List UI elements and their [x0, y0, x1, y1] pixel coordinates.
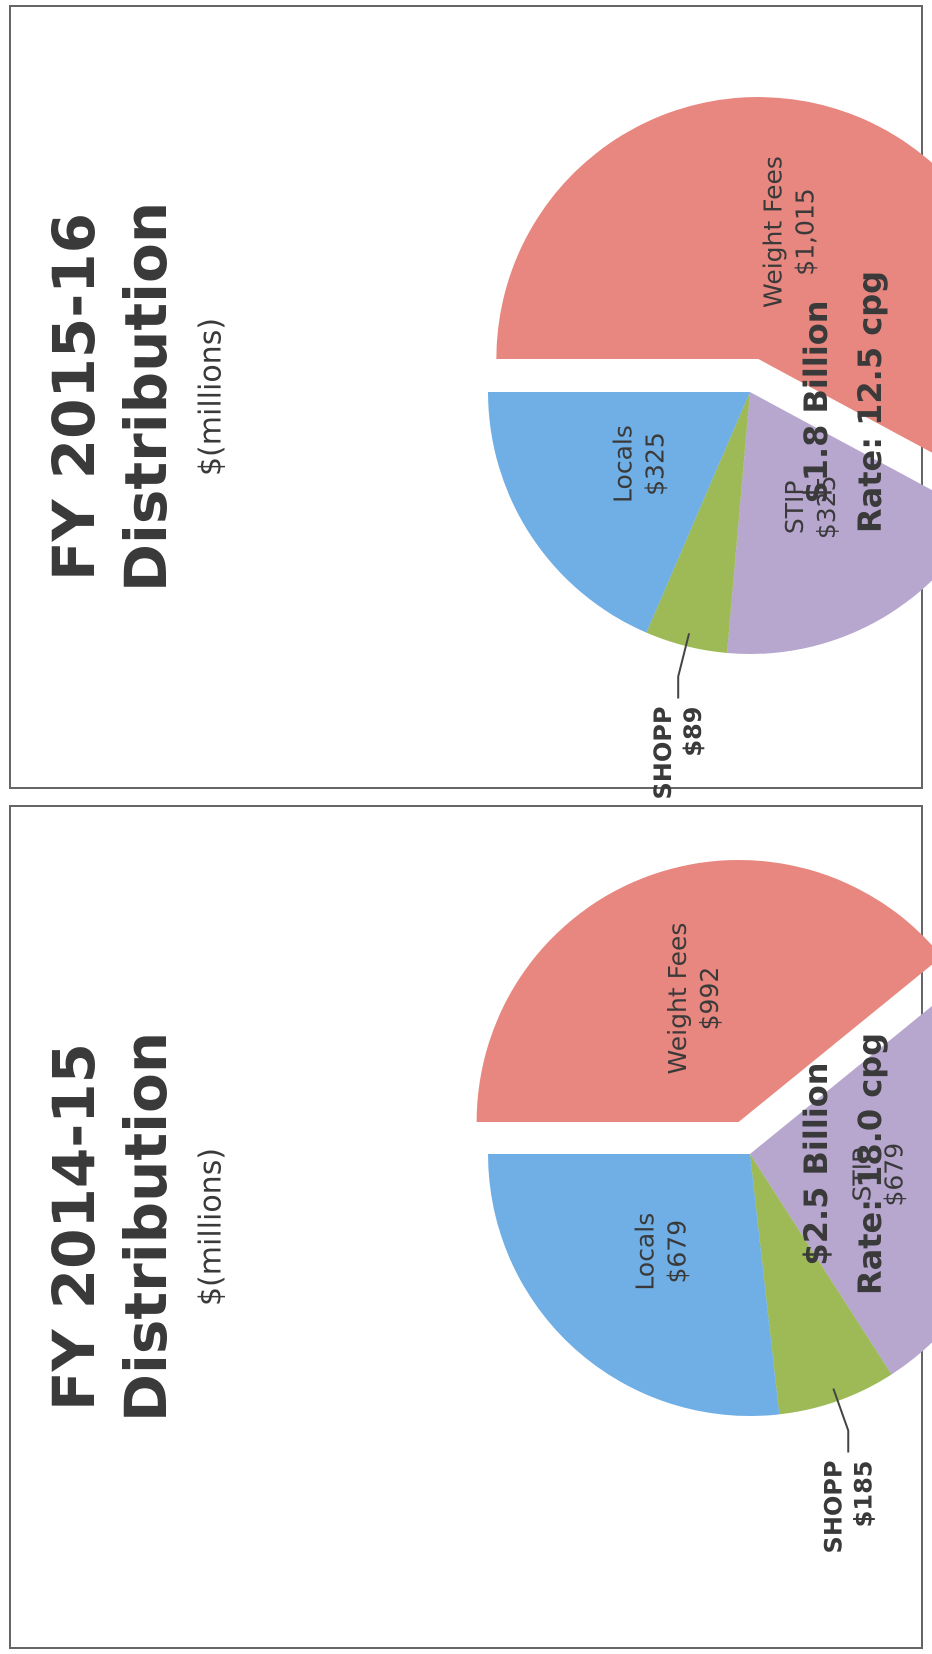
slice-label: STIP: [780, 481, 809, 535]
chart-title: FY 2015-16: [40, 213, 108, 581]
data-label: $679: [663, 1220, 692, 1284]
annotation: Rate: 12.5 cpg: [851, 271, 889, 533]
pie-slice: [476, 860, 932, 1122]
pie-slice: [488, 392, 750, 633]
chart-subtitle: $(millions): [194, 318, 229, 476]
data-label: $679: [879, 1143, 908, 1207]
chart-title: Distribution: [112, 1032, 180, 1422]
annotation: $2.5 Billion: [797, 1062, 835, 1265]
slice-label: STIP: [847, 1148, 876, 1202]
data-label: $325: [812, 476, 841, 540]
leader-line: [677, 633, 691, 699]
data-label: $185: [849, 1461, 877, 1528]
rotated-page: FY 2014-15 Distribution $(millions)Weight …: [9, 5, 932, 1649]
pie-slice: [646, 392, 750, 653]
slice-label: SHOPP: [649, 707, 677, 800]
annotation: Rate: 18.0 cpg: [851, 1033, 889, 1295]
pie-slice: [727, 392, 932, 654]
data-label: $325: [641, 432, 670, 496]
pie-slice: [488, 1154, 780, 1416]
slice-label: SHOPP: [819, 1461, 847, 1554]
chart-subtitle: $(millions): [194, 1148, 229, 1306]
pie-slice: [750, 988, 932, 1375]
leader-line: [832, 1388, 850, 1453]
data-label: $89: [679, 707, 707, 757]
slice-label: Weight Fees: [758, 156, 787, 308]
data-label: $1,015: [790, 188, 819, 275]
pie-slice: [750, 1154, 892, 1415]
data-label: $992: [695, 967, 724, 1031]
slice-label: Locals: [609, 425, 638, 503]
chart-title: Distribution: [112, 202, 180, 592]
pie-slice: [496, 97, 932, 484]
slice-label: Weight Fees: [663, 923, 692, 1075]
chart-title: FY 2014-15: [40, 1043, 108, 1411]
slice-label: Locals: [631, 1213, 660, 1291]
annotation: $1.8 Billion: [797, 300, 835, 503]
